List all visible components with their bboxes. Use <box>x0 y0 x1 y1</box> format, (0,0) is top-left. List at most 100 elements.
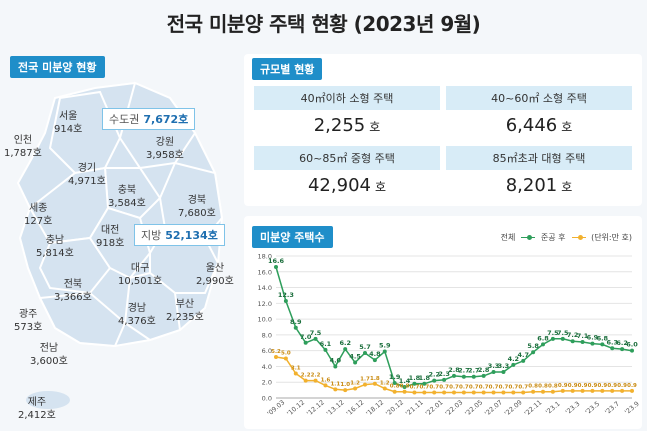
data-label: 1.8 <box>370 376 380 382</box>
region-busan: 부산 2,235호 <box>166 299 204 323</box>
data-point <box>363 351 367 356</box>
x-tick-label: '10.12 <box>285 398 306 417</box>
data-point <box>333 364 338 369</box>
data-point <box>333 387 338 392</box>
data-label: 0.7 <box>410 384 420 390</box>
page-title: 전국 미분양 주택 현황 (2023년 9월) <box>166 12 481 36</box>
region-jeju: 제주 2,412호 <box>18 397 56 421</box>
data-point <box>541 389 545 394</box>
data-label: 2.7 <box>468 367 480 375</box>
data-label: 0.7 <box>429 384 439 390</box>
data-label: 0.7 <box>419 384 429 390</box>
data-label: 7.5 <box>557 329 569 337</box>
legend-completed-dot <box>577 235 583 240</box>
data-point <box>382 349 387 354</box>
data-point <box>363 382 367 387</box>
data-point <box>471 390 476 395</box>
size-cell-header: 60~85㎡ 중형 주택 <box>254 146 440 170</box>
data-label: 0.9 <box>588 383 598 389</box>
region-daejeon: 대전 918호 <box>96 225 125 249</box>
data-label: 0.7 <box>459 384 469 390</box>
size-cell-small-60: 40~60㎡ 소형 주택 6,446 호 <box>446 86 632 136</box>
data-label: 0.7 <box>489 384 499 390</box>
data-label: 0.8 <box>400 384 410 390</box>
x-tick-label: '22.09 <box>503 398 524 417</box>
region-incheon: 인천 1,787호 <box>4 135 42 159</box>
data-point <box>402 384 407 389</box>
data-label: 3.1 <box>291 366 301 372</box>
data-point <box>600 342 605 347</box>
legend-unit: (단위:만 호) <box>591 233 632 242</box>
data-point <box>630 348 634 353</box>
data-point <box>541 342 545 347</box>
data-point <box>343 388 348 393</box>
data-label: 1.1 <box>330 381 340 387</box>
data-label: 4.0 <box>330 356 342 364</box>
data-label: 0.9 <box>578 383 588 389</box>
data-point <box>452 373 456 378</box>
data-label: 1.8 <box>409 374 421 382</box>
data-label: 2.2 <box>428 371 440 379</box>
data-point <box>372 358 377 363</box>
unsold-housing-line-chart: 0.02.04.06.08.010.012.014.016.018.0'09.0… <box>258 253 641 418</box>
data-label: 5.7 <box>359 343 371 351</box>
data-point <box>402 389 407 394</box>
data-label: 4.5 <box>349 353 361 361</box>
x-tick-label: '22.01 <box>424 398 445 417</box>
data-label: 2.2 <box>311 373 321 379</box>
data-label: 1.6 <box>321 377 331 383</box>
data-label: 8.9 <box>290 318 302 326</box>
x-tick-label: '22.05 <box>463 398 484 417</box>
data-point <box>432 390 437 395</box>
x-tick-label: '12.12 <box>305 398 326 417</box>
data-point <box>412 381 417 386</box>
data-label: 4.2 <box>508 355 520 363</box>
size-cell-header: 85㎡초과 대형 주택 <box>446 146 632 170</box>
y-tick-label: 18.0 <box>258 253 272 261</box>
data-point <box>313 336 318 341</box>
data-label: 4.7 <box>517 351 529 359</box>
data-point <box>511 390 516 395</box>
data-label: 2.8 <box>448 366 460 374</box>
size-cell-value: 6,446 호 <box>505 115 573 136</box>
y-tick-label: 2.0 <box>262 379 272 387</box>
data-point <box>560 336 565 341</box>
data-point <box>274 354 278 359</box>
data-point <box>570 339 575 344</box>
size-cell-header: 40~60㎡ 소형 주택 <box>446 86 632 110</box>
legend-total-label: 전체 <box>500 233 516 242</box>
data-label: 0.8 <box>528 384 538 390</box>
data-label: 7.2 <box>567 331 579 339</box>
y-tick-label: 6.0 <box>262 347 272 355</box>
data-point <box>303 340 308 345</box>
data-label: 0.9 <box>617 383 627 389</box>
data-point <box>372 381 377 386</box>
data-label: 1.0 <box>340 382 350 388</box>
data-point <box>600 388 605 393</box>
data-point <box>392 389 397 394</box>
data-label: 0.9 <box>627 383 637 389</box>
region-gyeongbuk: 경북 7,680호 <box>178 195 216 219</box>
region-gangwon: 강원 3,958호 <box>146 137 184 161</box>
size-panel: 규모별 현황 40㎡이하 소형 주택 2,255 호 40~60㎡ 소형 주택 6… <box>244 54 642 206</box>
data-point <box>491 390 496 395</box>
data-point <box>620 388 625 393</box>
x-tick-label: '13.12 <box>325 398 346 417</box>
chart-legend: 전체 준공 후 (단위:만 호) <box>501 232 632 243</box>
map-section-tag: 전국 미분양 현황 <box>10 56 105 78</box>
data-point <box>412 390 417 395</box>
data-point <box>422 390 427 395</box>
x-tick-label: '16.12 <box>345 398 366 417</box>
data-point <box>382 386 387 391</box>
data-point <box>590 341 595 346</box>
data-point <box>550 389 555 394</box>
data-point <box>293 325 298 330</box>
data-point <box>570 388 575 393</box>
data-point <box>521 358 526 363</box>
data-point <box>461 390 466 395</box>
data-point <box>303 378 308 383</box>
size-section-tag: 규모별 현황 <box>252 58 323 80</box>
data-label: 4.8 <box>369 350 381 358</box>
size-cell-value: 42,904 호 <box>307 175 387 196</box>
region-gyeonggi: 경기 4,971호 <box>68 163 106 187</box>
